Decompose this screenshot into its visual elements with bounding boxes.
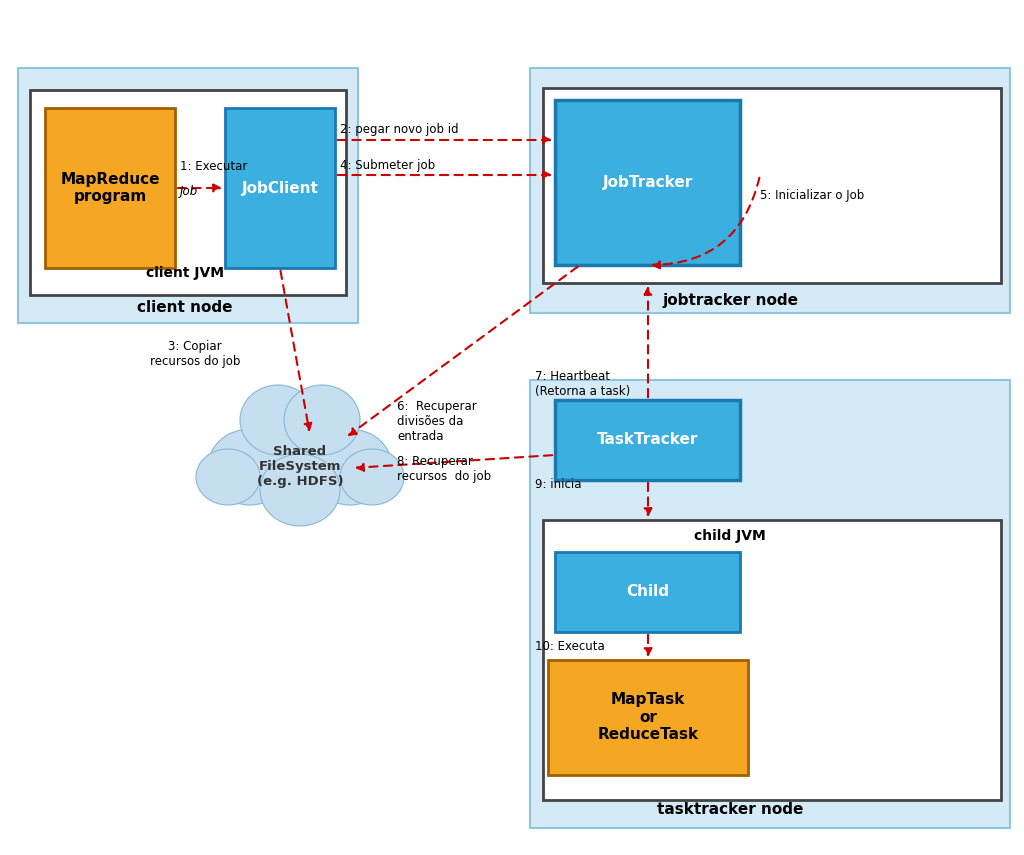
FancyBboxPatch shape [530,68,1010,313]
Text: client JVM: client JVM [146,266,224,280]
Ellipse shape [260,454,340,526]
Text: 6:  Recuperar
divisões da
entrada: 6: Recuperar divisões da entrada [397,400,477,443]
FancyBboxPatch shape [555,100,740,265]
Text: JobTracker: JobTracker [603,175,693,191]
Text: 2: pegar novo job id: 2: pegar novo job id [340,123,459,137]
Text: 9: inicia: 9: inicia [535,479,582,492]
Ellipse shape [248,404,352,500]
Text: JobClient: JobClient [242,180,318,196]
Text: 8: Recuperar
recursos  do job: 8: Recuperar recursos do job [397,455,492,483]
Ellipse shape [284,385,360,455]
FancyBboxPatch shape [555,552,740,632]
Text: child JVM: child JVM [694,529,766,543]
FancyBboxPatch shape [30,90,346,295]
Text: 3: Copiar
recursos do job: 3: Copiar recursos do job [150,340,241,368]
Text: jobtracker node: jobtracker node [662,292,798,308]
Text: Shared
FileSystem
(e.g. HDFS): Shared FileSystem (e.g. HDFS) [257,445,343,488]
FancyBboxPatch shape [225,108,335,268]
Text: MapTask
or
ReduceTask: MapTask or ReduceTask [597,692,698,742]
FancyBboxPatch shape [18,68,358,323]
Text: TaskTracker: TaskTracker [597,433,698,447]
Ellipse shape [340,449,404,505]
Ellipse shape [240,385,316,455]
FancyBboxPatch shape [530,380,1010,828]
FancyBboxPatch shape [45,108,175,268]
Text: MapReduce
program: MapReduce program [60,172,160,204]
Ellipse shape [308,429,392,505]
Text: Child: Child [627,585,670,599]
Ellipse shape [196,449,260,505]
FancyBboxPatch shape [548,660,748,775]
Text: 5: Inicializar o Job: 5: Inicializar o Job [760,188,864,202]
Text: tasktracker node: tasktracker node [656,803,803,817]
Text: 7: Heartbeat
(Retorna a task): 7: Heartbeat (Retorna a task) [535,370,630,398]
Text: 10: Executa: 10: Executa [535,640,605,653]
Text: 1: Executar: 1: Executar [180,160,248,173]
FancyBboxPatch shape [555,400,740,480]
Text: Job: Job [180,185,199,198]
FancyBboxPatch shape [543,520,1001,800]
Text: client node: client node [137,300,232,315]
Ellipse shape [208,429,292,505]
Text: 4: Submeter job: 4: Submeter job [340,158,435,172]
FancyBboxPatch shape [543,88,1001,283]
